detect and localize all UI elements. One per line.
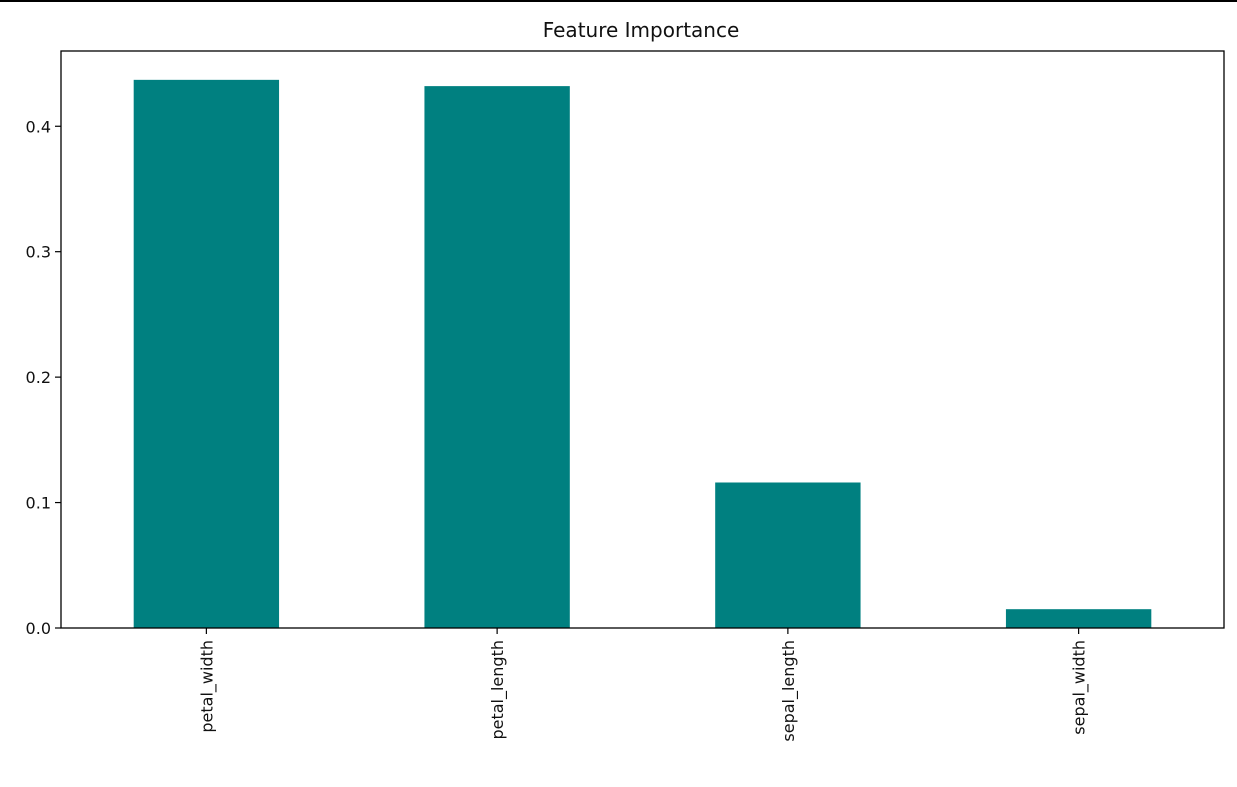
x-tick-label: sepal_width — [1070, 640, 1090, 735]
chart-title: Feature Importance — [543, 18, 740, 42]
y-tick-label: 0.2 — [26, 368, 51, 387]
y-tick-label: 0.4 — [26, 117, 51, 136]
bar-petal-length — [424, 86, 570, 628]
bar-petal-width — [133, 79, 280, 629]
top-border-line — [0, 0, 1237, 2]
y-tick-label: 0.1 — [26, 494, 51, 513]
y-tick-label: 0.3 — [26, 243, 51, 262]
plot-frame — [60, 50, 1225, 629]
y-axis: 0.0 0.1 0.2 0.3 0.4 — [26, 117, 61, 638]
x-axis: petal_width petal_length sepal_length sepal… — [197, 628, 1090, 742]
bars-group — [133, 79, 1152, 629]
x-tick-label: petal_length — [488, 640, 508, 740]
x-tick-label: sepal_length — [779, 640, 799, 742]
y-tick-label: 0.0 — [26, 619, 51, 638]
x-tick-label: petal_width — [197, 640, 217, 733]
bar-sepal-length — [715, 482, 861, 628]
bar-sepal-width — [1005, 609, 1152, 628]
